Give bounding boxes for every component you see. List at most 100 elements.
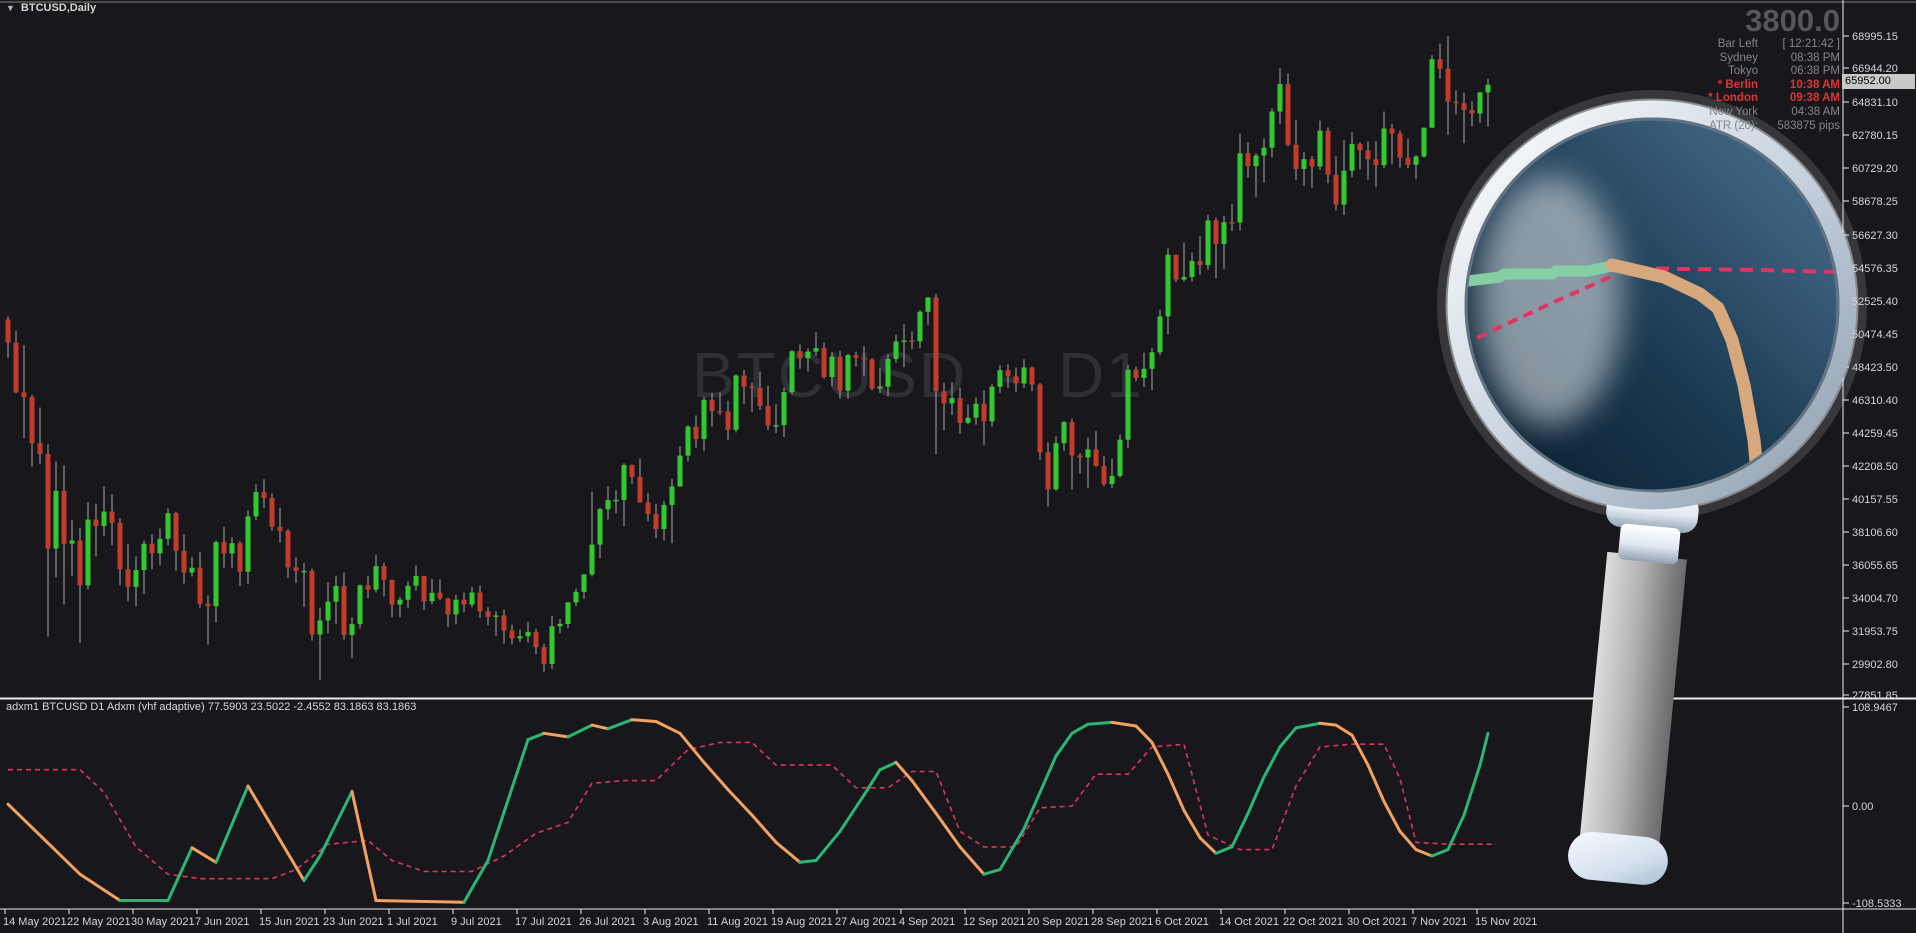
candle (237, 543, 243, 572)
price-tick-label: 50474.45 (1852, 329, 1898, 341)
adx-main-line-segment (678, 731, 706, 764)
adx-main-line-segment (6, 802, 82, 876)
price-tick-label: 42208.50 (1852, 461, 1898, 473)
adx-main-line-segment (302, 854, 322, 882)
candle (1181, 277, 1187, 280)
adx-main-line-segment (1038, 754, 1058, 794)
candle (1429, 59, 1435, 128)
candle (901, 340, 907, 342)
symbol-dropdown[interactable]: ▼ BTCUSD,Daily (6, 2, 96, 14)
price-tick-label: 44259.45 (1852, 428, 1898, 440)
magnifier-graphic (1437, 90, 1867, 885)
symbol-timeframe-label: BTCUSD,Daily (20, 2, 97, 14)
session-info-panel: 3800.0 Bar Left [ 12:21:42 ] Sydney 08:3… (1600, 3, 1840, 133)
time-tick-label: 6 Oct 2021 (1155, 916, 1209, 928)
axis-labels-layer[interactable]: 68995.15 66944.20 64831.10 62780.15 60729.20… (3, 31, 1902, 928)
candle (1165, 254, 1171, 317)
time-tick-label: 14 May 2021 (3, 916, 67, 928)
candle (1301, 159, 1307, 169)
candle (1485, 84, 1491, 93)
candle (325, 601, 331, 621)
candle (317, 620, 323, 635)
candle (1293, 144, 1299, 169)
adx-main-line-segment (1278, 726, 1298, 749)
candle (1397, 133, 1403, 158)
candle (941, 391, 947, 404)
candle (53, 490, 59, 549)
candle (1141, 368, 1147, 378)
chevron-down-icon[interactable]: ▼ (6, 3, 15, 13)
adx-main-line-segment (1382, 800, 1402, 833)
time-tick-label: 22 Oct 2021 (1283, 916, 1343, 928)
candle (957, 398, 963, 423)
info-label: New York (1709, 105, 1758, 118)
lens-rim (1447, 100, 1857, 510)
adx-main-line-segment (1430, 848, 1450, 858)
adx-main-line-segment (1070, 722, 1090, 735)
adx-main-line-segment (1230, 811, 1250, 849)
candle (581, 574, 587, 592)
candle (1021, 367, 1027, 384)
candle (685, 426, 691, 456)
candle (821, 348, 827, 378)
adx-main-line-segment (702, 760, 730, 792)
candle (925, 297, 931, 312)
price-tick-label: 40157.55 (1852, 494, 1898, 506)
candle (1277, 84, 1283, 112)
candle (997, 370, 1003, 387)
big-counter-value: 3800.0 (1745, 3, 1840, 38)
candle (21, 392, 27, 398)
candle (597, 509, 603, 545)
candle (1365, 150, 1371, 160)
candle (717, 410, 723, 413)
candle (293, 567, 299, 571)
candle (1445, 68, 1451, 102)
candle (69, 540, 75, 544)
info-label: ATR (20): (1709, 119, 1758, 132)
magnified-signal-line-left (1467, 275, 1611, 347)
candle (1189, 261, 1195, 277)
adx-main-line-segment (726, 788, 754, 817)
candle (781, 392, 787, 426)
info-value: 04:38 AM (1791, 105, 1840, 118)
candle (181, 550, 187, 573)
adx-main-line-segment (750, 813, 778, 844)
adx-main-line-segment (1414, 848, 1434, 858)
info-row-sydney: Sydney 08:38 PM (1600, 52, 1840, 66)
candle (1261, 147, 1267, 156)
price-tick-label: 56627.30 (1852, 230, 1898, 242)
candle (1109, 475, 1115, 485)
candle (629, 465, 635, 477)
adx-main-line-segment (78, 872, 122, 902)
adx-main-line-segment (838, 793, 866, 833)
candle (1085, 449, 1091, 458)
time-tick-label: 14 Oct 2021 (1219, 916, 1279, 928)
info-row-new-york: New York 04:38 AM (1600, 106, 1840, 120)
candle (149, 543, 155, 554)
candle (789, 351, 795, 393)
adx-main-line-segment (958, 845, 986, 876)
adx-main-line-segment (814, 829, 842, 862)
price-tick-label: 60729.20 (1852, 163, 1898, 175)
price-tick-label: 54576.35 (1852, 263, 1898, 275)
candle (101, 511, 107, 526)
candle (749, 386, 755, 389)
adx-main-line-segment (1462, 763, 1482, 817)
candle (773, 425, 779, 427)
candle (989, 386, 995, 422)
time-tick-label: 22 May 2021 (67, 916, 131, 928)
candle (965, 417, 971, 423)
adx-main-line-segment (654, 720, 682, 735)
magnified-adx-down-line (1605, 258, 1764, 479)
candle (277, 526, 283, 531)
candle (333, 586, 339, 602)
candle (77, 540, 83, 586)
price-tick-label: 58678.25 (1852, 196, 1898, 208)
candle (1213, 220, 1219, 245)
candle (637, 477, 643, 503)
candle (949, 398, 955, 404)
info-row-tokyo: Tokyo 06:38 PM (1600, 65, 1840, 79)
candle (1333, 174, 1339, 205)
adx-main-line-segment (1398, 829, 1418, 852)
candle (13, 342, 19, 393)
